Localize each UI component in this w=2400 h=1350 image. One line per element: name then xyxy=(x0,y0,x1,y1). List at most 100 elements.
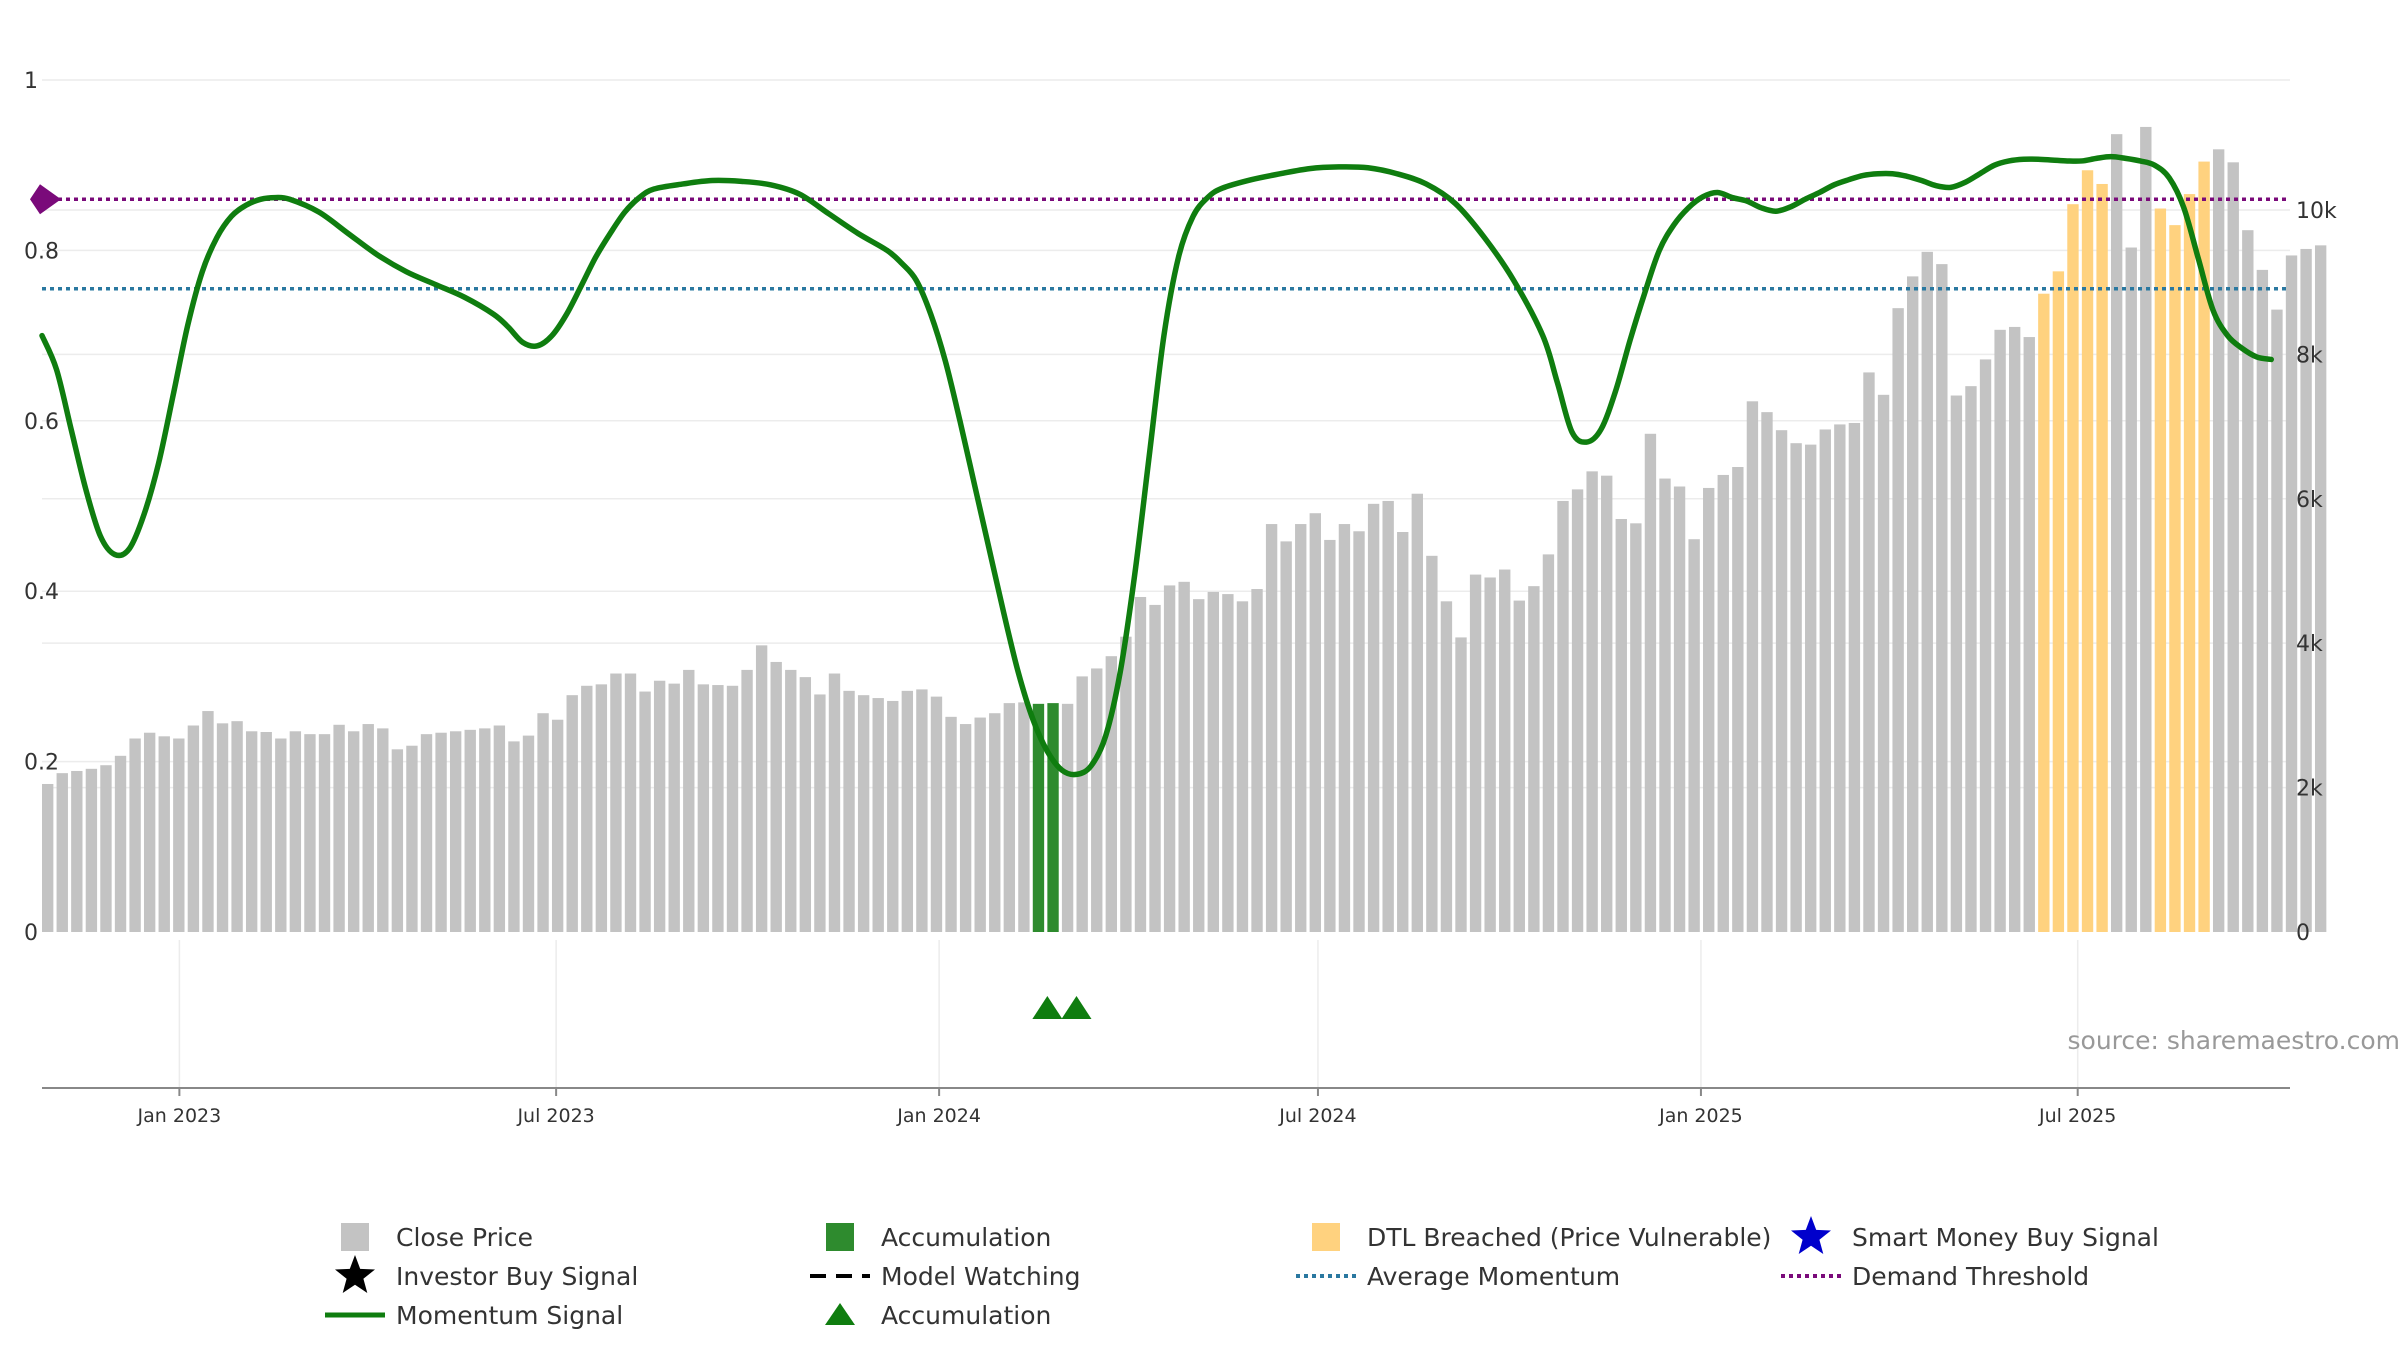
legend-label: Investor Buy Signal xyxy=(396,1262,638,1291)
triangle-icon xyxy=(825,1303,855,1325)
price-bar xyxy=(887,700,899,932)
price-bar xyxy=(173,738,185,932)
signal-panel xyxy=(1032,996,1092,1019)
price-bar xyxy=(799,677,812,932)
accumulation-triangle xyxy=(1061,996,1092,1019)
price-bar xyxy=(1367,503,1380,932)
price-bar xyxy=(1979,359,1992,932)
legend-item: Investor Buy Signal xyxy=(335,1255,638,1293)
price-bar xyxy=(1790,443,1802,932)
right-tick-label: 0 xyxy=(2296,921,2310,946)
left-tick-label: 0.2 xyxy=(24,751,59,776)
price-bar xyxy=(2140,126,2152,933)
price-bar xyxy=(1469,574,1482,932)
price-bar xyxy=(1775,430,1788,932)
price-bar xyxy=(1586,471,1598,932)
price-bar xyxy=(260,731,272,932)
price-bar xyxy=(1280,541,1292,932)
price-bar xyxy=(653,680,666,932)
price-bar xyxy=(1003,703,1016,932)
price-bar xyxy=(1149,604,1161,932)
momentum-signal-layer xyxy=(39,153,2275,778)
price-bar xyxy=(1397,531,1409,932)
price-bar xyxy=(537,713,549,932)
price-bar xyxy=(318,734,331,932)
price-bar xyxy=(1892,308,1904,932)
price-bar xyxy=(1251,589,1263,932)
price-bar xyxy=(1047,703,1059,932)
price-bar xyxy=(56,773,68,932)
price-bar xyxy=(1076,676,1088,932)
x-tick-label: Jul 2025 xyxy=(2038,1105,2116,1127)
price-bar xyxy=(1907,276,1919,933)
price-bar xyxy=(1644,433,1657,932)
legend-item: Smart Money Buy Signal xyxy=(1791,1216,2159,1254)
price-bar xyxy=(1936,264,1948,932)
price-bar xyxy=(1673,486,1686,932)
price-bar xyxy=(828,673,841,932)
price-bar xyxy=(959,724,972,932)
price-bar xyxy=(755,645,768,932)
right-tick-label: 6k xyxy=(2296,488,2323,513)
price-bar xyxy=(1513,600,1525,932)
left-tick-label: 0 xyxy=(24,921,38,946)
legend-item: Model Watching xyxy=(810,1262,1081,1291)
price-bar xyxy=(814,694,826,932)
price-bar xyxy=(479,728,491,932)
price-bar xyxy=(639,691,651,932)
price-bar xyxy=(1950,395,1963,932)
legend-label: Model Watching xyxy=(881,1262,1081,1291)
price-bar xyxy=(2169,225,2181,933)
price-bar xyxy=(945,716,957,932)
right-tick-label: 10k xyxy=(2296,199,2337,224)
price-bar xyxy=(1834,424,1846,932)
price-bar xyxy=(1877,394,1890,933)
right-tick-label: 2k xyxy=(2296,777,2323,802)
price-bar xyxy=(566,695,578,932)
price-bar xyxy=(522,735,535,932)
price-bar xyxy=(668,683,680,932)
price-bar xyxy=(581,685,593,932)
price-bar xyxy=(1805,444,1817,932)
legend-item: Average Momentum xyxy=(1296,1262,1620,1291)
price-bar xyxy=(2096,183,2108,932)
x-tick-label: Jul 2023 xyxy=(516,1105,594,1127)
black-star-icon xyxy=(335,1255,375,1293)
price-bar xyxy=(2314,245,2327,932)
price-bar xyxy=(202,711,214,932)
price-bar xyxy=(726,685,739,932)
right-axis: 0 2k 4k 6k 8k 10k xyxy=(2296,199,2337,946)
price-bar xyxy=(2212,149,2225,932)
price-bar xyxy=(1863,372,1875,933)
price-bar xyxy=(143,732,156,932)
price-bar xyxy=(216,723,229,932)
legend-item: DTL Breached (Price Vulnerable) xyxy=(1312,1223,1771,1252)
price-bar xyxy=(989,713,1001,932)
accumulation-triangle xyxy=(1032,996,1063,1019)
price-bar xyxy=(916,689,928,932)
price-bar xyxy=(2052,271,2065,932)
price-bar xyxy=(1091,668,1103,932)
price-bar xyxy=(2081,170,2094,932)
price-bar xyxy=(231,721,243,932)
legend: Close Price Accumulation DTL Breached (Pri… xyxy=(325,1216,2159,1330)
source-label: source: sharemaestro.com xyxy=(2068,1026,2400,1055)
right-tick-label: 8k xyxy=(2296,343,2323,368)
price-bar xyxy=(1222,594,1234,932)
price-bar xyxy=(1994,329,2006,932)
price-bars xyxy=(42,126,2327,933)
demand-threshold-marker xyxy=(30,184,61,215)
price-bar xyxy=(42,783,54,932)
legend-label: Smart Money Buy Signal xyxy=(1852,1223,2159,1252)
price-bar xyxy=(1499,569,1511,932)
price-bar xyxy=(974,717,986,932)
price-bar xyxy=(2125,247,2137,933)
price-bar xyxy=(610,673,622,932)
legend-item: Accumulation xyxy=(825,1301,1051,1330)
price-bar xyxy=(741,669,753,932)
price-bar xyxy=(1440,601,1453,932)
price-bar xyxy=(901,690,914,932)
price-bar xyxy=(843,690,855,932)
price-bar xyxy=(1061,703,1074,932)
